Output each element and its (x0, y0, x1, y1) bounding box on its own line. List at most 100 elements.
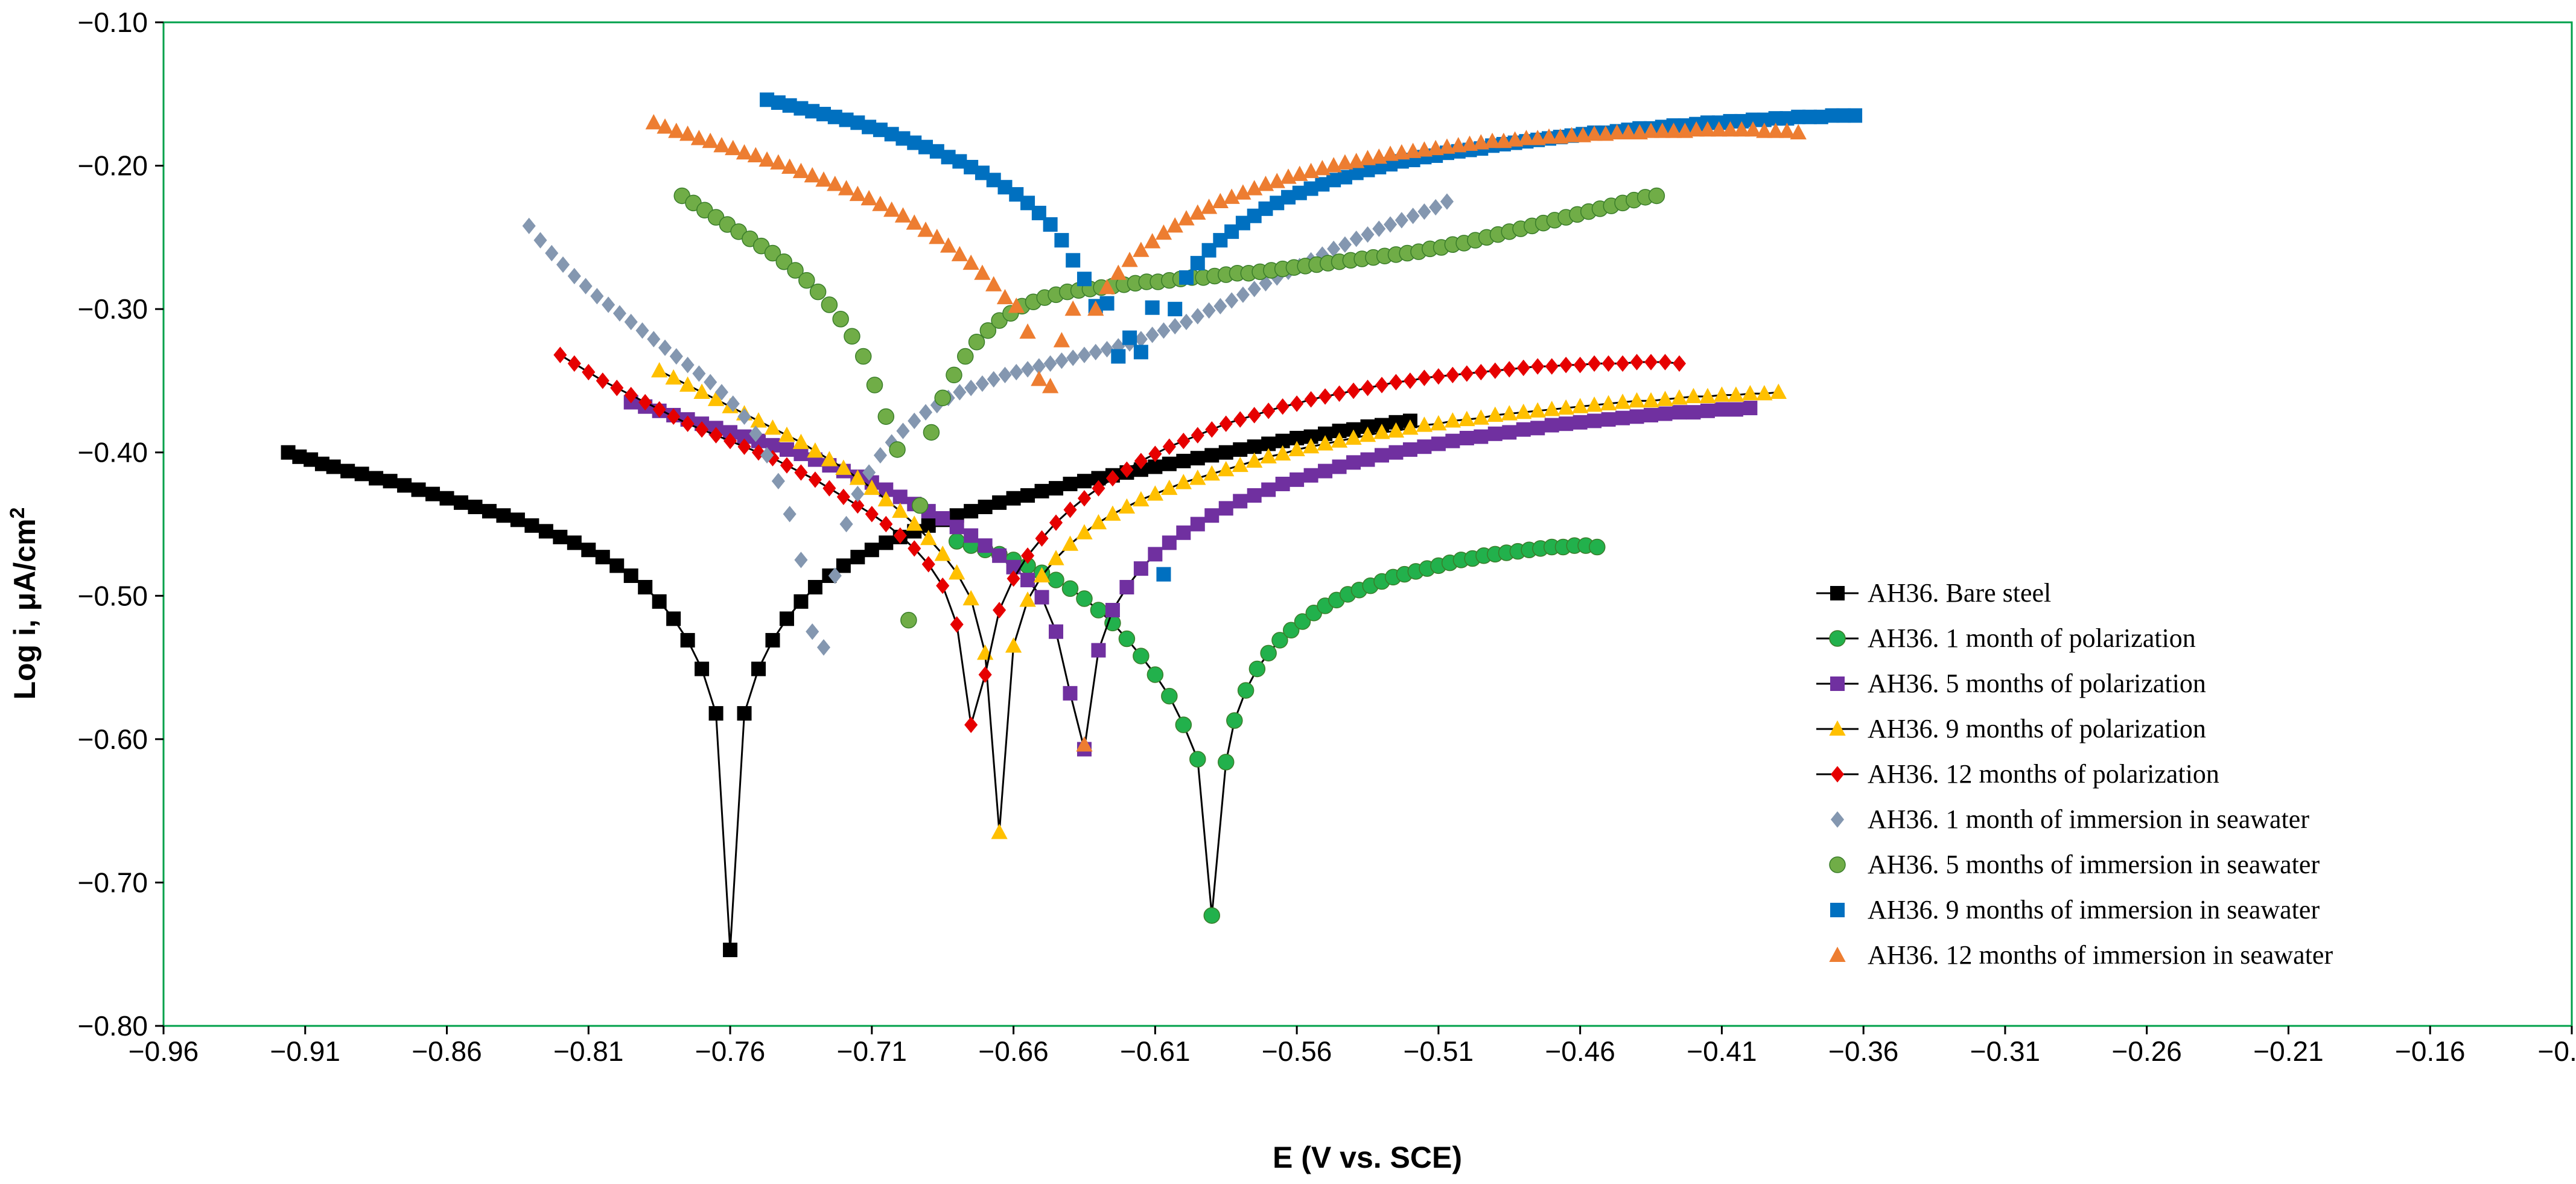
data-point (1290, 472, 1305, 487)
x-tick-label: −0.76 (695, 1036, 765, 1067)
data-point (892, 502, 909, 518)
data-point (737, 408, 751, 425)
y-axis-title-main: Log i, μA/cm (8, 518, 42, 699)
data-point (849, 185, 866, 202)
data-point (1395, 212, 1408, 229)
legend-label: AH36. 12 months of polarization (1868, 759, 2219, 789)
data-point (962, 254, 979, 270)
data-point (751, 661, 766, 676)
data-point (1609, 124, 1626, 139)
data-point (1302, 438, 1320, 454)
legend-label: AH36. 1 month of polarization (1868, 623, 2196, 653)
data-point (1487, 406, 1504, 422)
data-point (1458, 410, 1475, 427)
data-point (949, 520, 964, 535)
data-point (985, 276, 1002, 291)
legend-item: AH36. 9 months of immersion in seawater (1830, 895, 2320, 925)
data-point (1262, 403, 1276, 419)
data-point (765, 632, 780, 648)
data-point (1134, 453, 1148, 469)
data-point (1066, 349, 1080, 366)
data-point (815, 171, 832, 187)
data-point (1034, 483, 1049, 498)
x-tick-label: −0.46 (1545, 1036, 1615, 1067)
data-point (340, 463, 355, 479)
legend-label: AH36. Bare steel (1868, 578, 2051, 608)
legend-label: AH36. 9 months of immersion in seawater (1868, 895, 2320, 925)
data-point (1077, 490, 1092, 507)
data-point (879, 515, 893, 533)
data-point (1190, 517, 1205, 532)
data-point (1020, 488, 1035, 503)
data-point (957, 348, 974, 365)
data-point (1644, 354, 1658, 371)
data-point (1260, 645, 1277, 662)
data-point (1259, 275, 1273, 292)
data-point (1121, 252, 1138, 267)
data-point (923, 424, 940, 441)
data-point (787, 262, 804, 279)
data-point (1189, 751, 1206, 768)
x-axis-title: E (V vs. SCE) (1273, 1141, 1462, 1174)
data-point (1713, 386, 1731, 402)
data-point (964, 528, 979, 543)
data-point (978, 666, 992, 683)
data-point (1246, 452, 1263, 468)
data-point (1586, 126, 1603, 141)
data-point (1177, 433, 1191, 450)
data-point (1032, 358, 1046, 375)
data-point (1233, 442, 1248, 457)
data-point (665, 369, 682, 385)
data-point (1756, 123, 1773, 138)
data-point (929, 144, 944, 159)
data-point (851, 485, 865, 503)
data-point (877, 408, 895, 425)
data-point (807, 442, 824, 458)
data-point (821, 451, 838, 466)
data-point (1474, 429, 1489, 444)
data-point (726, 395, 740, 412)
data-point (1066, 253, 1081, 268)
data-point (1346, 382, 1361, 399)
data-point (326, 459, 341, 474)
data-point (1600, 395, 1617, 410)
data-point (1461, 135, 1478, 151)
data-point (1274, 445, 1291, 461)
data-point (681, 415, 695, 432)
data-point (651, 361, 668, 378)
data-point (1375, 377, 1389, 393)
data-point (993, 602, 1007, 619)
data-point (975, 375, 989, 392)
series-4 (651, 361, 1787, 839)
data-point (1212, 193, 1229, 209)
data-point (1601, 355, 1615, 372)
data-point (1507, 131, 1524, 147)
data-point (1711, 121, 1728, 137)
data-point (1276, 398, 1290, 415)
data-point (866, 377, 883, 393)
data-point (935, 511, 950, 526)
data-point (304, 452, 319, 467)
data-point (964, 380, 978, 396)
data-point (1552, 128, 1569, 144)
data-point (596, 372, 609, 389)
data-point (1133, 648, 1150, 664)
data-point (1501, 405, 1518, 421)
data-point (666, 611, 681, 626)
data-point (1728, 386, 1744, 402)
data-point (1372, 220, 1386, 237)
data-point (1616, 355, 1630, 372)
data-point (1671, 389, 1688, 405)
data-point (1743, 401, 1758, 416)
data-point (827, 176, 844, 191)
data-point (1387, 422, 1405, 438)
data-point (1226, 712, 1243, 729)
data-point (1402, 419, 1419, 435)
data-point (1218, 445, 1233, 460)
data-point (1162, 456, 1177, 471)
data-point (411, 482, 426, 497)
data-point (996, 288, 1014, 305)
data-point (1048, 571, 1064, 588)
data-point (1007, 570, 1020, 587)
legend-marker (1829, 856, 1846, 873)
